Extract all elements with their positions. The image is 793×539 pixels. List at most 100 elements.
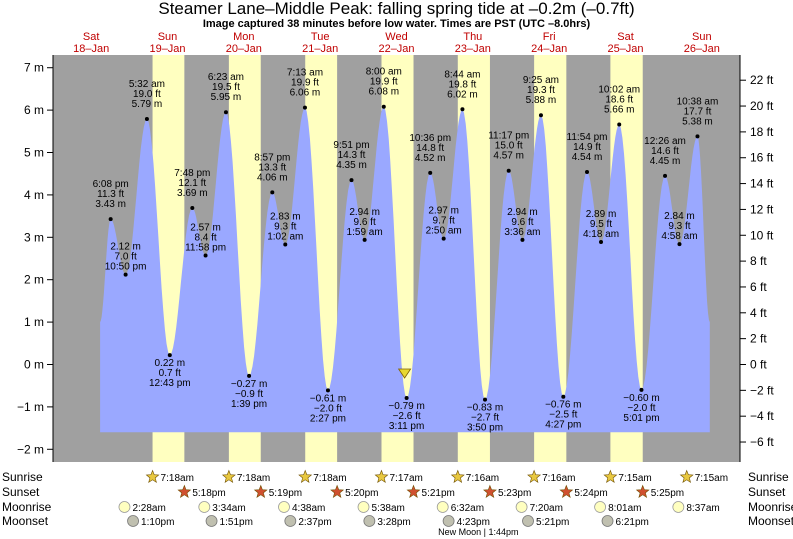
tide-time-label: 4:27 pm: [545, 420, 581, 431]
sunset-time: 5:25pm: [651, 488, 684, 499]
row-label-right: Moonrise: [748, 500, 793, 514]
moonset-icon: [442, 515, 455, 527]
moonset-icon: [284, 515, 297, 527]
sunset-time: 5:20pm: [345, 488, 378, 499]
moonrise-icon: [278, 501, 290, 513]
sunset-icon: [406, 484, 421, 498]
y-tick-label-left: 6 m: [24, 103, 44, 117]
tide-point: [283, 242, 288, 247]
tide-m-label: 4.52 m: [415, 153, 446, 164]
tide-m-label: 5.79 m: [132, 99, 163, 110]
row-label-left: Sunrise: [2, 470, 43, 484]
tide-point: [123, 272, 128, 277]
sunset-icon: [177, 484, 192, 498]
tide-point: [585, 170, 590, 175]
sunset-icon: [253, 484, 268, 498]
tide-ft-label: −0.9 ft: [235, 389, 263, 400]
tide-point: [663, 173, 668, 178]
y-tick-label-right: 20 ft: [750, 99, 774, 113]
sunset-time: 5:21pm: [422, 488, 455, 499]
moonset-time: 3:28pm: [377, 517, 410, 528]
tide-time-label: 9:25 am: [523, 75, 559, 86]
moonset-icon: [205, 515, 218, 527]
tide-point: [325, 388, 330, 393]
tide-ft-label: −2.7 ft: [471, 413, 499, 424]
date-label: 25–Jan: [607, 43, 643, 55]
tide-point: [695, 134, 700, 139]
tide-time-label: 3:11 pm: [389, 421, 424, 432]
tide-time-label: 8:44 am: [444, 69, 480, 80]
tide-ft-label: 15.0 ft: [495, 141, 523, 152]
tide-m-label: 6.02 m: [447, 89, 478, 100]
tide-ft-label: 13.3 ft: [258, 162, 286, 173]
tide-m-label: 5.66 m: [604, 105, 635, 116]
sunrise-icon: [221, 469, 236, 483]
tide-point: [223, 110, 228, 115]
moonset-icon: [601, 515, 614, 527]
tide-point: [441, 236, 446, 241]
y-tick-label-right: 8 ft: [750, 254, 767, 268]
tide-ft-label: 0.7 ft: [159, 368, 181, 379]
row-label-right: Sunrise: [748, 470, 789, 484]
sunrise-time: 7:18am: [161, 473, 194, 484]
tide-ft-label: 14.6 ft: [651, 146, 679, 157]
date-label: 21–Jan: [302, 43, 338, 55]
date-label: 24–Jan: [531, 43, 567, 55]
tide-point: [108, 217, 113, 222]
tide-ft-label: 19.0 ft: [133, 89, 161, 100]
moonset-icon: [522, 515, 534, 527]
sunset-icon: [559, 484, 574, 498]
sunrise-icon: [298, 469, 313, 483]
moonrise-icon: [198, 501, 211, 513]
tide-time-label: 11:17 pm: [488, 131, 529, 142]
y-tick-label-right: −6 ft: [750, 435, 774, 449]
tide-ft-label: 8.4 ft: [194, 233, 216, 244]
moonset-time: 5:21pm: [536, 517, 569, 528]
tide-ft-label: 18.6 ft: [605, 95, 633, 106]
tide-point: [349, 178, 354, 183]
tide-point: [167, 353, 172, 358]
tide-time-label: 10:38 am: [677, 96, 719, 107]
tide-ft-label: 19.9 ft: [370, 77, 398, 88]
y-tick-label-right: −2 ft: [750, 383, 774, 397]
day-of-week-label: Wed: [385, 31, 407, 43]
moonset-time: 6:21pm: [616, 517, 649, 528]
tide-point: [203, 253, 208, 258]
sunset-icon: [483, 484, 497, 498]
moonrise-time: 2:28am: [132, 503, 165, 514]
tide-m-label: 2.84 m: [664, 211, 695, 222]
moonrise-time: 5:38am: [372, 503, 405, 514]
y-tick-label-right: 4 ft: [750, 306, 767, 320]
sunrise-icon: [374, 469, 389, 483]
moonset-time: 4:23pm: [457, 517, 490, 528]
y-tick-label-left: 1 m: [24, 315, 44, 329]
sunrise-time: 7:15am: [618, 473, 651, 484]
current-tide-marker: [397, 368, 412, 379]
moonrise-time: 3:34am: [212, 503, 245, 514]
moonset-icon: [127, 515, 139, 527]
tide-area: [100, 106, 710, 433]
moonrise-icon: [672, 501, 685, 513]
row-label-right: Sunset: [748, 485, 786, 499]
tide-point: [270, 190, 275, 195]
tide-m-label: 4.35 m: [336, 160, 367, 171]
sunset-icon: [330, 484, 345, 498]
tide-m-label: −0.79 m: [388, 401, 424, 412]
tide-time-label: 10:50 pm: [105, 262, 147, 273]
tide-m-label: −0.60 m: [623, 393, 659, 404]
y-tick-label-left: 3 m: [24, 230, 44, 244]
tide-ft-label: 9.3 ft: [668, 221, 690, 232]
tide-ft-label: 19.3 ft: [527, 85, 555, 96]
tide-ft-label: 9.3 ft: [274, 222, 296, 233]
tide-m-label: 4.57 m: [493, 151, 524, 162]
tide-m-label: 2.94 m: [349, 207, 380, 218]
moonrise-time: 8:37am: [686, 503, 719, 514]
tide-time-label: 2:27 pm: [310, 413, 346, 424]
tide-time-label: 11:58 pm: [185, 243, 226, 254]
tide-time-label: 4:58 am: [661, 231, 697, 242]
sunrise-time: 7:16am: [466, 473, 499, 484]
moonrise-icon: [357, 501, 370, 513]
moonrise-icon: [436, 501, 449, 513]
tide-ft-label: 19.9 ft: [291, 78, 319, 89]
tide-m-label: 0.22 m: [155, 358, 186, 369]
